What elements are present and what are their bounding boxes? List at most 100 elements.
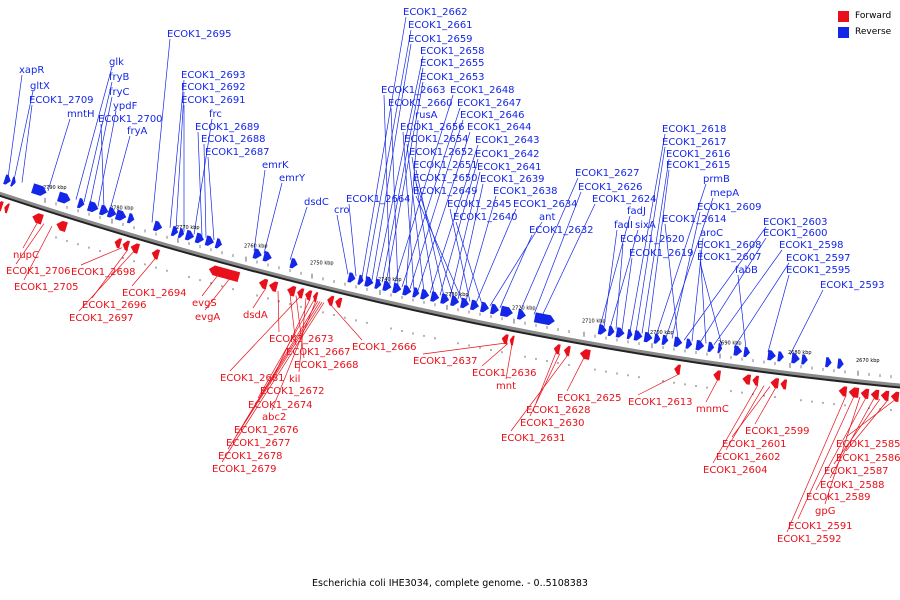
forward-gene-8[interactable] <box>208 264 241 282</box>
reverse-gene-59[interactable] <box>837 358 844 369</box>
forward-gene-label-ecok1-2604[interactable]: ECOK1_2604 <box>703 465 768 476</box>
forward-gene-14[interactable] <box>312 291 319 303</box>
forward-gene-27[interactable] <box>780 379 788 390</box>
reverse-gene-18[interactable] <box>262 251 274 263</box>
forward-gene-label-mnmc[interactable]: mnmC <box>696 404 729 415</box>
forward-gene-13[interactable] <box>304 289 313 301</box>
reverse-gene-label-ecok1-2626[interactable]: ECOK1_2626 <box>578 182 643 193</box>
reverse-gene-label-ypdf[interactable]: ypdF <box>113 101 138 112</box>
forward-gene-label-ecok1-2630[interactable]: ECOK1_2630 <box>520 418 585 429</box>
reverse-gene-24[interactable] <box>382 280 392 293</box>
forward-gene-label-ecok1-2674[interactable]: ECOK1_2674 <box>248 400 313 411</box>
forward-gene-17[interactable] <box>501 334 509 345</box>
forward-gene-label-ecok1-2592[interactable]: ECOK1_2592 <box>777 534 842 545</box>
reverse-gene-26[interactable] <box>402 285 412 297</box>
forward-gene-2[interactable] <box>31 212 44 225</box>
forward-gene-31[interactable] <box>870 389 880 400</box>
reverse-gene-15[interactable] <box>204 235 216 247</box>
forward-gene-26[interactable] <box>770 378 780 389</box>
forward-gene-label-ecok1-2631[interactable]: ECOK1_2631 <box>501 433 566 444</box>
reverse-gene-52[interactable] <box>733 345 743 356</box>
reverse-gene-label-ecok1-2640[interactable]: ECOK1_2640 <box>453 212 518 223</box>
forward-gene-6[interactable] <box>129 242 141 254</box>
reverse-gene-label-ecok1-2688[interactable]: ECOK1_2688 <box>201 134 266 145</box>
reverse-gene-29[interactable] <box>430 291 440 303</box>
forward-gene-label-ecok1-2601[interactable]: ECOK1_2601 <box>722 439 787 450</box>
reverse-gene-label-aroc[interactable]: aroC <box>700 228 723 239</box>
forward-gene-label-ecok1-2588[interactable]: ECOK1_2588 <box>820 480 885 491</box>
forward-gene-label-ecok1-2694[interactable]: ECOK1_2694 <box>122 288 187 299</box>
reverse-gene-label-glk[interactable]: glk <box>109 57 124 68</box>
reverse-gene-label-ecok1-2655[interactable]: ECOK1_2655 <box>420 58 485 69</box>
reverse-gene-label-ecok1-2692[interactable]: ECOK1_2692 <box>181 82 246 93</box>
forward-gene-label-ecok1-2677[interactable]: ECOK1_2677 <box>226 438 291 449</box>
reverse-gene-2[interactable] <box>31 183 48 197</box>
reverse-gene-label-ecok1-2647[interactable]: ECOK1_2647 <box>457 98 522 109</box>
reverse-gene-39[interactable] <box>597 324 608 335</box>
reverse-gene-label-ecok1-2632[interactable]: ECOK1_2632 <box>529 225 594 236</box>
reverse-gene-22[interactable] <box>364 276 374 288</box>
reverse-gene-9[interactable] <box>126 213 136 224</box>
reverse-gene-32[interactable] <box>460 297 470 309</box>
reverse-gene-49[interactable] <box>695 339 705 351</box>
reverse-gene-label-ecok1-2607[interactable]: ECOK1_2607 <box>697 252 762 263</box>
reverse-gene-28[interactable] <box>420 289 430 301</box>
forward-gene-23[interactable] <box>713 370 722 381</box>
forward-gene-label-ecok1-2696[interactable]: ECOK1_2696 <box>82 300 147 311</box>
forward-gene-label-ecok1-2591[interactable]: ECOK1_2591 <box>788 521 853 532</box>
reverse-gene-label-ecok1-2593[interactable]: ECOK1_2593 <box>820 280 885 291</box>
forward-gene-22[interactable] <box>673 364 681 375</box>
reverse-gene-label-ecok1-2649[interactable]: ECOK1_2649 <box>413 186 478 197</box>
reverse-gene-5[interactable] <box>86 200 100 214</box>
forward-gene-label-ecok1-2705[interactable]: ECOK1_2705 <box>14 282 79 293</box>
forward-gene-label-ecok1-2673[interactable]: ECOK1_2673 <box>269 334 334 345</box>
forward-gene-label-nupc[interactable]: nupC <box>13 250 39 261</box>
reverse-gene-label-ecok1-2656[interactable]: ECOK1_2656 <box>400 122 465 133</box>
reverse-gene-label-ecok1-2598[interactable]: ECOK1_2598 <box>779 240 844 251</box>
forward-gene-label-ecok1-2637[interactable]: ECOK1_2637 <box>413 356 478 367</box>
reverse-gene-label-ecok1-2689[interactable]: ECOK1_2689 <box>195 122 260 133</box>
forward-gene-10[interactable] <box>268 280 279 292</box>
reverse-gene-36[interactable] <box>499 305 514 318</box>
reverse-gene-label-ecok1-2641[interactable]: ECOK1_2641 <box>477 162 542 173</box>
reverse-gene-label-ecok1-2644[interactable]: ECOK1_2644 <box>467 122 532 133</box>
reverse-gene-37[interactable] <box>516 309 527 320</box>
forward-gene-7[interactable] <box>150 248 161 260</box>
forward-gene-label-ecok1-2679[interactable]: ECOK1_2679 <box>212 464 277 475</box>
forward-gene-label-ecok1-2697[interactable]: ECOK1_2697 <box>69 313 134 324</box>
forward-gene-label-gpg[interactable]: gpG <box>815 506 835 517</box>
reverse-gene-label-ecok1-2603[interactable]: ECOK1_2603 <box>763 217 828 228</box>
forward-gene-label-ecok1-2613[interactable]: ECOK1_2613 <box>628 397 693 408</box>
reverse-gene-label-ecok1-2597[interactable]: ECOK1_2597 <box>786 253 851 264</box>
forward-gene-29[interactable] <box>848 387 860 398</box>
forward-gene-12[interactable] <box>296 287 305 299</box>
forward-gene-label-ecok1-2666[interactable]: ECOK1_2666 <box>352 342 417 353</box>
reverse-gene-label-fadi[interactable]: fadI <box>614 220 633 231</box>
reverse-gene-label-ecok1-2645[interactable]: ECOK1_2645 <box>447 199 512 210</box>
reverse-gene-label-ecok1-2650[interactable]: ECOK1_2650 <box>413 173 478 184</box>
forward-gene-16[interactable] <box>334 297 343 308</box>
forward-gene-label-ecok1-2668[interactable]: ECOK1_2668 <box>294 360 359 371</box>
reverse-gene-57[interactable] <box>801 354 808 365</box>
forward-gene-label-ecok1-2628[interactable]: ECOK1_2628 <box>526 405 591 416</box>
reverse-gene-50[interactable] <box>707 341 715 353</box>
reverse-gene-label-prmb[interactable]: prmB <box>703 174 730 185</box>
forward-gene-25[interactable] <box>752 375 760 386</box>
reverse-gene-30[interactable] <box>440 293 450 304</box>
forward-gene-33[interactable] <box>890 391 900 402</box>
reverse-gene-label-cro[interactable]: cro <box>334 205 350 216</box>
reverse-gene-42[interactable] <box>626 329 634 340</box>
forward-gene-label-abc2[interactable]: abc2 <box>262 412 286 423</box>
reverse-gene-58[interactable] <box>825 357 832 368</box>
reverse-gene-label-ecok1-2662[interactable]: ECOK1_2662 <box>403 7 468 18</box>
reverse-gene-label-ecok1-2651[interactable]: ECOK1_2651 <box>413 160 478 171</box>
forward-gene-5[interactable] <box>121 240 131 251</box>
forward-gene-3[interactable] <box>55 219 68 233</box>
reverse-gene-label-ecok1-2652[interactable]: ECOK1_2652 <box>409 147 474 158</box>
reverse-gene-label-xapr[interactable]: xapR <box>19 65 44 76</box>
reverse-gene-10[interactable] <box>152 220 164 233</box>
forward-gene-1[interactable] <box>3 203 10 214</box>
reverse-gene-label-ecok1-2620[interactable]: ECOK1_2620 <box>620 234 685 245</box>
reverse-gene-38[interactable] <box>533 312 556 326</box>
forward-gene-label-ecok1-2599[interactable]: ECOK1_2599 <box>745 426 810 437</box>
